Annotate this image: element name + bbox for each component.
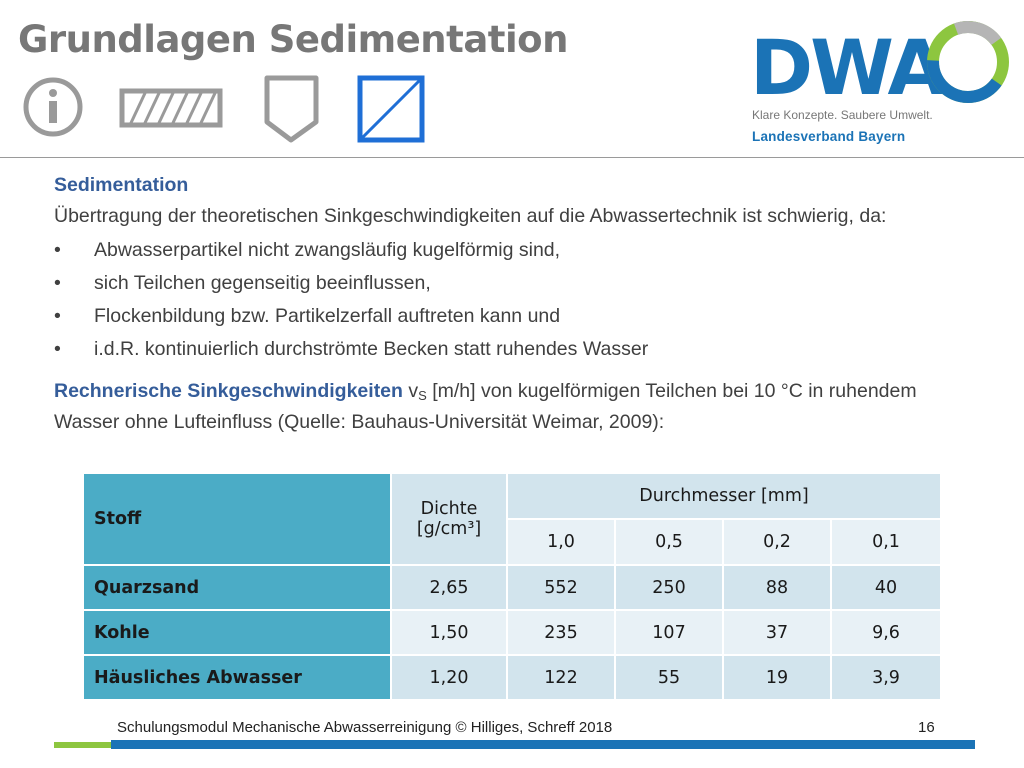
dwa-logo: DWA Klare Konzepte. Saubere Umwelt. Land… bbox=[748, 18, 1009, 148]
logo-ring-icon bbox=[927, 21, 1009, 103]
bullet-marker: • bbox=[54, 338, 61, 360]
list-item: • Abwasserpartikel nicht zwangsläufig kug… bbox=[54, 234, 974, 267]
row-value: 235 bbox=[506, 609, 616, 656]
hatched-rectangle-icon[interactable] bbox=[119, 88, 223, 128]
footer-text: Schulungsmodul Mechanische Abwasserreini… bbox=[117, 719, 613, 736]
footer-accent-blue bbox=[111, 740, 975, 749]
footer-accent-green bbox=[54, 742, 111, 748]
row-stoff: Kohle bbox=[82, 609, 392, 656]
bullet-marker: • bbox=[54, 272, 61, 294]
list-item-text: i.d.R. kontinuierlich durchströmte Becke… bbox=[94, 338, 649, 360]
row-value: 3,9 bbox=[830, 654, 942, 701]
logo-region: Landesverband Bayern bbox=[752, 129, 906, 144]
row-value: 19 bbox=[722, 654, 832, 701]
row-dichte: 1,50 bbox=[390, 609, 508, 656]
header-diameter: 0,2 bbox=[722, 518, 832, 566]
row-value: 122 bbox=[506, 654, 616, 701]
list-item-text: Flockenbildung bzw. Partikelzerfall auft… bbox=[94, 305, 561, 327]
calculation-note: Rechnerische Sinkgeschwindigkeiten vS [m… bbox=[54, 378, 974, 436]
row-dichte: 2,65 bbox=[390, 564, 508, 611]
row-value: 250 bbox=[614, 564, 724, 611]
velocity-symbol: v bbox=[408, 380, 419, 402]
row-value: 37 bbox=[722, 609, 832, 656]
list-item-text: sich Teilchen gegenseitig beeinflussen, bbox=[94, 272, 431, 294]
icon-toolbar bbox=[23, 75, 425, 143]
intro-text: Übertragung der theoretischen Sinkgeschw… bbox=[54, 205, 887, 227]
row-stoff: Quarzsand bbox=[82, 564, 392, 611]
sink-velocity-table: Stoff Dichte [g/cm³] Durchmesser [mm] 1,… bbox=[82, 472, 942, 701]
header-diameter: 0,1 bbox=[830, 518, 942, 566]
list-item: • i.d.R. kontinuierlich durchströmte Beck… bbox=[54, 333, 974, 366]
table-row: Quarzsand 2,65 552 250 88 40 bbox=[82, 564, 942, 611]
table-row: Kohle 1,50 235 107 37 9,6 bbox=[82, 609, 942, 656]
slide-content: Sedimentation Übertragung der theoretisc… bbox=[54, 172, 974, 436]
row-dichte: 1,20 bbox=[390, 654, 508, 701]
header-diameter: 0,5 bbox=[614, 518, 724, 566]
list-item: • Flockenbildung bzw. Partikelzerfall auf… bbox=[54, 300, 974, 333]
bullet-marker: • bbox=[54, 239, 61, 261]
page-number: 16 bbox=[918, 719, 935, 736]
row-value: 55 bbox=[614, 654, 724, 701]
header-dichte: Dichte [g/cm³] bbox=[390, 472, 508, 566]
row-value: 88 bbox=[722, 564, 832, 611]
row-stoff: Häusliches Abwasser bbox=[82, 654, 392, 701]
header-stoff: Stoff bbox=[82, 472, 392, 566]
row-value: 40 bbox=[830, 564, 942, 611]
info-icon[interactable] bbox=[23, 77, 83, 137]
section-heading: Sedimentation bbox=[54, 174, 189, 196]
row-value: 107 bbox=[614, 609, 724, 656]
pentagon-icon[interactable] bbox=[264, 75, 319, 143]
list-item-text: Abwasserpartikel nicht zwangsläufig kuge… bbox=[94, 239, 561, 261]
bullet-marker: • bbox=[54, 305, 61, 327]
header-durchmesser: Durchmesser [mm] bbox=[506, 472, 942, 520]
row-value: 552 bbox=[506, 564, 616, 611]
velocity-subscript: S bbox=[418, 388, 427, 403]
bullet-list: • Abwasserpartikel nicht zwangsläufig kug… bbox=[54, 234, 974, 366]
table-row: Häusliches Abwasser 1,20 122 55 19 3,9 bbox=[82, 654, 942, 701]
header-diameter: 1,0 bbox=[506, 518, 616, 566]
list-item: • sich Teilchen gegenseitig beeinflussen, bbox=[54, 267, 974, 300]
calculation-heading: Rechnerische Sinkgeschwindigkeiten bbox=[54, 380, 403, 402]
logo-slogan: Klare Konzepte. Saubere Umwelt. bbox=[752, 108, 933, 122]
diagonal-square-icon[interactable] bbox=[357, 75, 425, 143]
page-title: Grundlagen Sedimentation bbox=[18, 18, 568, 61]
row-value: 9,6 bbox=[830, 609, 942, 656]
header-divider bbox=[0, 157, 1024, 158]
calculation-text: [m/h] von kugelförmigen Teilchen bei 10 … bbox=[54, 380, 917, 433]
logo-wordmark: DWA bbox=[750, 23, 946, 112]
